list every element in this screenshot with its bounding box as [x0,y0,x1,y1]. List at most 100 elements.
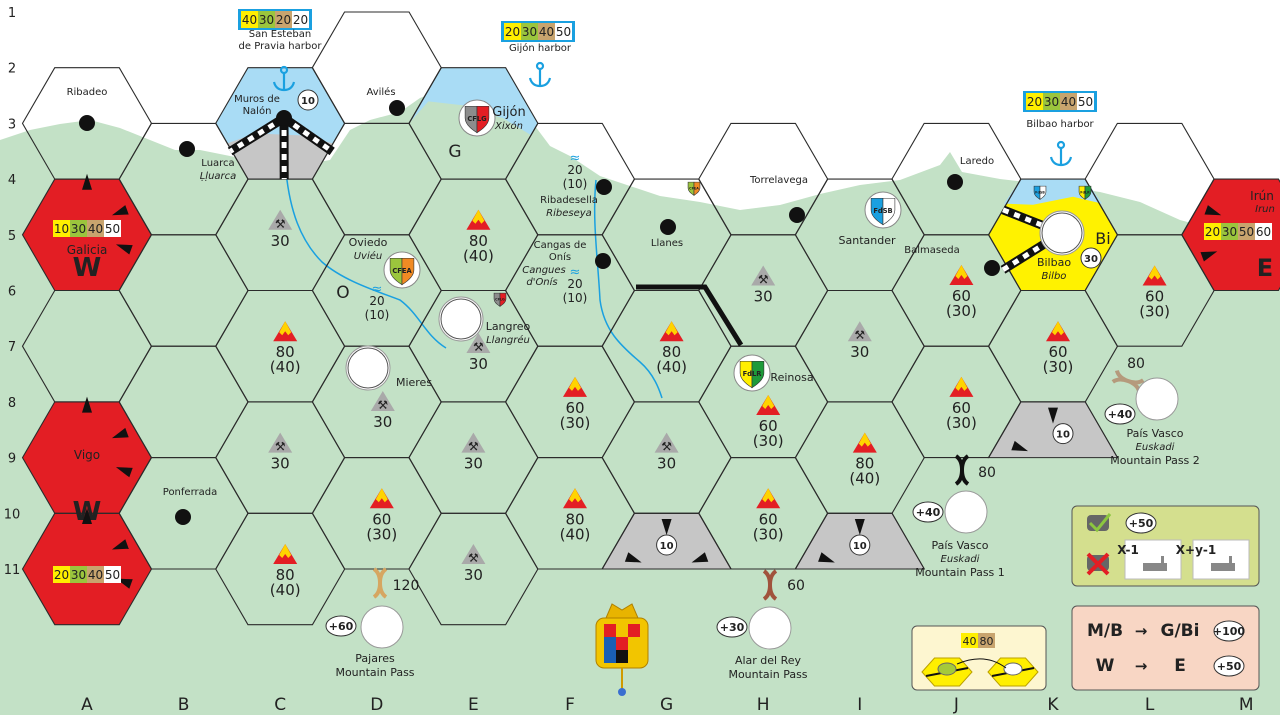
revenue-cell [241,11,258,28]
terrain-cost: 80 [565,510,584,528]
arrow-icon: → [1135,657,1148,675]
terrain-cost-half: (40) [656,358,687,376]
town-dot [947,174,963,190]
sea-area [0,0,1280,250]
revenue-value: 20 [1205,225,1220,239]
revenue-value: 30 [1222,225,1237,239]
mine-icon [847,321,872,342]
company-badge-fdsb: FdSB [1033,185,1047,200]
pickaxe-icon: ⚒ [275,440,286,454]
city-name: Nalón [243,105,272,117]
revenue-value: 50 [105,568,120,582]
mountain-snow [375,488,388,503]
column-label: F [565,695,575,715]
anchor-icon [1049,140,1073,167]
mountain-snow [1052,321,1064,336]
revenue-value: 10 [660,541,674,552]
bonus-value: +50 [1129,517,1154,530]
edge-arrow [82,508,92,524]
locomotive-icon [1143,563,1167,571]
column-label: M [1239,695,1254,715]
mountain-snow [955,265,968,279]
terrain-cost: 60 [565,399,584,417]
company-abbrev: FdLR [1080,191,1090,195]
pass-city-slot[interactable] [1135,377,1179,421]
pass-city-slot[interactable] [360,605,404,649]
pickaxe-icon: ⚒ [377,398,388,412]
city-name: Reinosa [770,371,813,384]
bonus-value: +40 [916,506,941,519]
town-name: Cangas de [534,240,587,251]
revenue-cell [1238,223,1255,240]
terrain-cost: 30 [464,455,483,473]
revenue-box: 20 30 40 50 [1023,91,1097,112]
town-name-alt: Ribeseya [546,208,592,219]
terrain-cost-half: (40) [463,247,494,265]
offboard-name: Galicia [67,243,108,257]
mountain-snow [1148,265,1161,280]
pass-city-slot[interactable] [748,606,792,650]
town-name: Balmaseda [904,245,959,256]
revenue-value: 30 [1044,95,1059,109]
edge-arrow [115,244,133,255]
row-label: 3 [8,117,16,132]
offboard-hex-A9 [22,401,152,514]
city-letter: G [448,142,461,162]
legend-train-box: +50 X-1 X+y-1 [1071,505,1260,587]
town-name: Torrelavega [749,175,808,186]
mine-icon [654,432,679,453]
terrain-cost-half: (30) [753,525,784,543]
company-abbrev: CFLG [495,298,505,302]
river-cost-half: (10) [365,308,390,322]
revenue-value: 40 [242,13,257,27]
column-label: D [370,695,383,715]
train-card[interactable] [1124,539,1182,580]
revenue-value: 40 [539,25,554,39]
revenue-value: 30 [71,222,86,236]
hex-M5[interactable] [1181,178,1280,292]
terrain-cost-half: (40) [270,358,301,376]
pass-city-slot[interactable] [944,490,988,534]
city-name: Langreo [486,320,531,333]
cross-icon [1086,552,1110,576]
column-label: J [953,695,959,715]
revenue-value: 50 [556,25,571,39]
company-badge-fdlr: FdLR [733,354,771,392]
revenue-cell [104,220,121,237]
mountain-snow [569,488,581,503]
terrain-cost-half: (30) [1139,303,1170,321]
bonus-oval [1213,620,1245,642]
legend-route-box-bg [1071,605,1260,691]
mountain-snow [569,376,581,391]
edge-arrow [661,519,672,535]
pendant-cross [618,688,626,696]
terrain-cost-half: (40) [560,525,591,543]
upgrade-cell [961,633,978,648]
terrain-cost-half: (30) [560,414,591,432]
pass-name: País Vasco [1126,427,1183,440]
terrain-cost: 30 [464,566,483,584]
train-card-label: X+y-1 [1176,543,1216,557]
revenue-value: 30 [1084,254,1098,265]
row-label: 10 [4,507,21,522]
revenue-value: 50 [1239,225,1254,239]
check-icon [1088,513,1112,533]
harbor-name: San Esteban [249,29,311,40]
terrain-cost: 30 [373,413,392,431]
row-label: 1 [8,6,16,21]
legend-route-box: M/B → G/Bi +100 W → E +50 [1071,605,1260,691]
anchor-arms [1049,156,1073,167]
terrain-cost: 30 [850,343,869,361]
terrain-cost: 30 [657,455,676,473]
track-ties [228,115,286,154]
shield-right [882,197,896,226]
revenue-cell [1221,223,1238,240]
train-card[interactable] [1192,539,1250,580]
company-badge-cfea: CFEA [383,251,421,289]
company-badge-fdlr: FdLR [1078,185,1092,200]
anchor-icon [528,61,552,88]
city-dot [276,110,292,126]
edge-arrow [82,173,92,190]
revenue-cell [53,566,70,583]
revenue-cell [1077,93,1094,110]
